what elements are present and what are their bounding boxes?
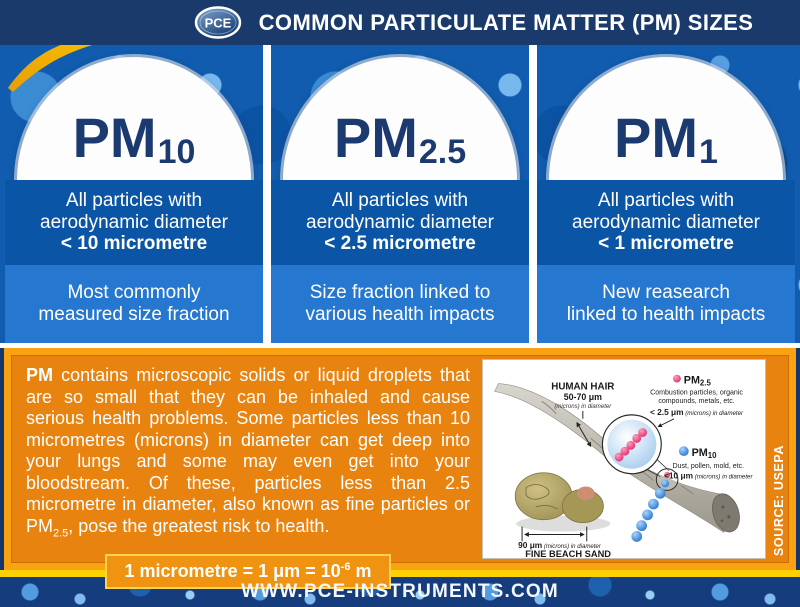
note-line2: measured size fraction <box>38 304 230 325</box>
formula-exponent: -6 <box>340 560 351 573</box>
source-label: SOURCE: USEPA <box>772 444 786 556</box>
formula-box: 1 micrometre = 1 μm = 10-6 m <box>104 553 392 589</box>
source-zone: SOURCE: USEPA <box>766 358 792 562</box>
desc-bold: < 2.5 micrometre <box>324 233 476 255</box>
beach-sand-illustration <box>514 472 611 532</box>
svg-text:<10 μm (microns) in diameter: <10 μm (microns) in diameter <box>664 471 753 481</box>
note-band: Most commonly measured size fraction <box>5 265 263 343</box>
hair-title: HUMAN HAIR <box>551 381 614 392</box>
description-band: All particles with aerodynamic diameter … <box>537 180 795 265</box>
pm10-legend: PM10 Dust, pollen, mold, etc. <10 μm (mi… <box>664 446 753 481</box>
paragraph-subscript: 2.5 <box>53 527 69 540</box>
pm25-label: PM <box>684 375 700 387</box>
info-paragraph: PM contains microscopic solids or liquid… <box>26 365 470 545</box>
footer-url: WWW.PCE-INSTRUMENTS.COM <box>241 581 559 602</box>
pm25-desc-line2: compounds, metals, etc. <box>658 398 734 405</box>
pm10-label: PM <box>692 447 708 459</box>
pm-label-sub: 10 <box>157 133 196 171</box>
svg-text:PM2.5: PM2.5 <box>684 375 712 388</box>
formula-unit: m <box>350 560 372 581</box>
info-text-column: PM contains microscopic solids or liquid… <box>12 356 482 589</box>
note-band: New reasearch linked to health impacts <box>537 265 795 343</box>
dome-wrap: PM1 <box>537 45 795 180</box>
pm1-dome: PM1 <box>549 57 783 180</box>
desc-line1: All particles with <box>597 190 735 212</box>
column-separator <box>263 45 271 343</box>
pm-label: PM2.5 <box>334 110 466 170</box>
description-band: All particles with aerodynamic diameter … <box>271 180 529 265</box>
beach-sand-label: 90 μm (microns) in diameter FINE BEACH S… <box>518 526 611 559</box>
pm-label-main: PM <box>72 106 157 169</box>
pm10-dot-icon <box>678 446 689 457</box>
desc-line1: All particles with <box>65 190 203 212</box>
pm25-label-sub: 2.5 <box>700 378 712 387</box>
pm-label-main: PM <box>333 106 418 169</box>
pce-logo: PCE <box>194 6 242 39</box>
hair-size: 50-70 μm <box>564 392 602 402</box>
desc-line2: aerodynamic diameter <box>40 211 228 233</box>
column-pm10: PM10 All particles with aerodynamic diam… <box>5 45 263 343</box>
pm-label: PM1 <box>614 110 718 170</box>
dome-wrap: PM10 <box>5 45 263 180</box>
human-hair-label: HUMAN HAIR 50-70 μm (microns) in diamete… <box>551 381 614 448</box>
main-section: PM10 All particles with aerodynamic diam… <box>0 45 800 343</box>
pm-label-sub: 1 <box>699 133 718 171</box>
desc-bold: < 10 micrometre <box>60 233 208 255</box>
pm10-size-subtext: (microns) in diameter <box>693 474 753 481</box>
pm-label-main: PM <box>614 106 699 169</box>
sand-title: FINE BEACH SAND <box>525 549 611 559</box>
sand-size-subtext: (microns) in diameter <box>542 544 602 550</box>
note-line1: New reasearch <box>602 282 730 303</box>
note-line2: linked to health impacts <box>566 304 766 325</box>
paragraph-end: , pose the greatest risk to health. <box>68 515 330 536</box>
pm10-particle-chain <box>631 487 666 542</box>
description-band: All particles with aerodynamic diameter … <box>5 180 263 265</box>
column-pm25: PM2.5 All particles with aerodynamic dia… <box>271 45 529 343</box>
desc-line1: All particles with <box>331 190 469 212</box>
pm25-desc-line1: Combustion particles, organic <box>650 389 743 396</box>
pm10-size: <10 μm <box>664 471 693 481</box>
white-divider <box>0 343 800 348</box>
paragraph-body: contains microscopic solids or liquid dr… <box>26 365 470 536</box>
page-title: COMMON PARTICULATE MATTER (PM) SIZES <box>258 9 754 35</box>
paragraph-lead: PM <box>26 365 53 385</box>
note-line1: Size fraction linked to <box>309 282 491 303</box>
logo-zone <box>0 0 226 45</box>
pm-label-sub: 2.5 <box>418 133 467 171</box>
diagram-zone: HUMAN HAIR 50-70 μm (microns) in diamete… <box>482 356 788 562</box>
pm25-size-subtext: (microns) in diameter <box>684 410 744 417</box>
svg-text:90 μm (microns) in diameter: 90 μm (microns) in diameter <box>518 540 602 550</box>
formula-text: 1 micrometre = 1 μm = 10 <box>124 560 341 581</box>
pm25-magnifier <box>601 414 679 491</box>
pm25-dot-icon <box>673 374 681 383</box>
column-pm1: PM1 All particles with aerodynamic diame… <box>537 45 795 343</box>
info-panel: PM contains microscopic solids or liquid… <box>11 355 789 589</box>
footer-stripe <box>0 570 800 577</box>
note-band: Size fraction linked to various health i… <box>271 265 529 343</box>
desc-bold: < 1 micrometre <box>598 233 734 255</box>
svg-text:PM10: PM10 <box>692 447 718 460</box>
note-line1: Most commonly <box>67 282 201 303</box>
pm25-legend: PM2.5 Combustion particles, organic comp… <box>650 374 744 428</box>
desc-line2: aerodynamic diameter <box>572 211 760 233</box>
dome-wrap: PM2.5 <box>271 45 529 180</box>
info-section: PM contains microscopic solids or liquid… <box>4 348 796 589</box>
pm10-desc: Dust, pollen, mold, etc. <box>672 463 744 470</box>
pm25-dome: PM2.5 <box>283 57 517 180</box>
pm25-size: < 2.5 μm <box>650 407 684 417</box>
particle-size-diagram: HUMAN HAIR 50-70 μm (microns) in diamete… <box>482 359 766 559</box>
sand-size: 90 μm <box>518 540 542 550</box>
note-line2: various health impacts <box>305 304 495 325</box>
logo-text: PCE <box>205 16 232 31</box>
pm10-label-sub: 10 <box>708 451 717 460</box>
header-bar: COMMON PARTICULATE MATTER (PM) SIZES <box>0 0 800 45</box>
svg-text:< 2.5 μm (microns) in diameter: < 2.5 μm (microns) in diameter <box>650 407 744 417</box>
pm10-dome: PM10 <box>17 57 251 180</box>
pm-label: PM10 <box>73 110 196 170</box>
column-separator <box>529 45 537 343</box>
desc-line2: aerodynamic diameter <box>306 211 494 233</box>
hair-size-subtext: (microns) in diameter <box>554 404 612 410</box>
